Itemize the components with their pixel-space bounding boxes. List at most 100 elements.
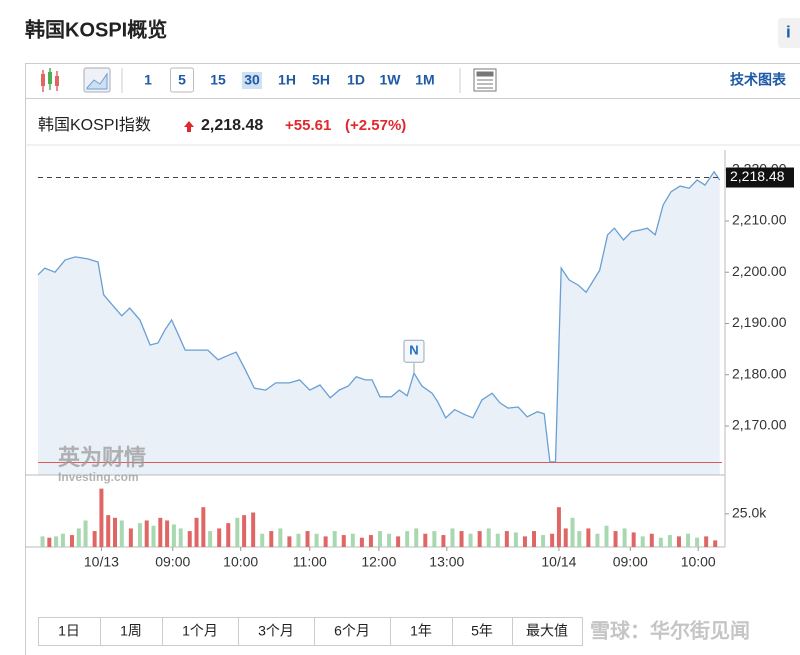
volume-bar [423, 533, 428, 547]
volume-bar [119, 520, 124, 547]
range-label[interactable]: 最大值 [526, 623, 568, 639]
interval-button[interactable]: 30 [244, 72, 260, 88]
volume-bar [704, 536, 709, 547]
interval-button[interactable]: 1D [347, 72, 365, 88]
volume-bar [47, 537, 52, 547]
candle-icon[interactable] [41, 68, 59, 92]
technical-chart-link[interactable]: 技术图表 [730, 72, 787, 88]
area-icon[interactable] [83, 67, 111, 93]
volume-bar [235, 517, 240, 547]
y-tick-label: 2,170.00 [732, 417, 787, 433]
x-tick-label: 10:00 [681, 554, 716, 570]
volume-bar [459, 531, 464, 547]
volume-bar [387, 533, 392, 547]
volume-bar [556, 507, 561, 547]
x-tick-label: 09:00 [613, 554, 648, 570]
volume-bar [622, 528, 627, 547]
volume-bar [194, 517, 199, 547]
plot: 2,170.00 2,180.00 2,190.00 2,200.00 2,210.00… [25, 150, 794, 570]
volume-bar [201, 507, 206, 547]
volume-bar [649, 533, 654, 547]
volume-bar [60, 533, 65, 547]
volume-bar [495, 533, 500, 547]
volume-bar [226, 523, 231, 547]
page-title: 韩国KOSPI概览 [25, 17, 167, 41]
table-icon[interactable] [473, 68, 497, 92]
up-arrow [184, 121, 194, 132]
volume-bar [178, 528, 183, 547]
volume-bar [171, 524, 176, 547]
volume-bar [92, 531, 97, 547]
annotation-box [403, 339, 425, 363]
volume-bar [667, 535, 672, 547]
volume-bar [378, 531, 382, 547]
volume-bar [359, 537, 364, 547]
volume-bar [586, 528, 591, 547]
range-label[interactable]: 1日 [58, 623, 80, 639]
info-label[interactable]: i [786, 22, 791, 41]
volume-bar [208, 531, 213, 547]
range-button[interactable] [512, 617, 583, 646]
volume-bar [113, 517, 118, 547]
y-tick-label: 2,210.00 [732, 212, 787, 228]
quote-price: 2,218.48 [201, 117, 263, 134]
x-tick-label: 13:00 [429, 554, 464, 570]
range-button[interactable] [162, 617, 239, 646]
volume-bar [695, 537, 700, 547]
volume-bar [640, 536, 645, 547]
interval-button[interactable]: 5 [178, 72, 186, 88]
range-label[interactable]: 1年 [410, 623, 432, 639]
x-tick-label: 12:00 [361, 554, 396, 570]
y-tick-label: 2,180.00 [732, 365, 787, 381]
range-label[interactable]: 5年 [471, 623, 493, 639]
y-tick-label: 2,190.00 [732, 314, 787, 330]
volume-bar [522, 536, 527, 547]
volume-bar [486, 528, 491, 547]
toolbar [25, 63, 800, 99]
volume-bar [99, 488, 104, 547]
volume-bar [468, 533, 473, 547]
quote-change-pct: (+2.57%) [345, 117, 406, 134]
volume-bar [314, 533, 319, 547]
interval-selected [170, 67, 194, 93]
volume-bar [128, 528, 133, 547]
volume-bar [40, 536, 45, 547]
range-label[interactable]: 1个月 [182, 623, 218, 639]
volume-bar [137, 523, 142, 547]
price-line [37, 170, 721, 463]
volume-bar [69, 535, 74, 547]
last-value-box [726, 167, 794, 188]
range-button[interactable] [100, 617, 163, 646]
interval-button[interactable]: 1M [415, 72, 434, 88]
volume-bar [260, 533, 265, 547]
interval-button[interactable]: 15 [210, 72, 226, 88]
range-button[interactable] [314, 617, 391, 646]
quote-change: +55.61 [285, 117, 331, 134]
range-label[interactable]: 3个月 [258, 623, 294, 639]
volume-bar [296, 533, 301, 547]
interval-button[interactable]: 1H [278, 72, 296, 88]
interval-button[interactable]: 5H [312, 72, 330, 88]
volume-bar [658, 537, 663, 547]
range-button[interactable] [38, 617, 101, 646]
volume-bar [54, 536, 59, 547]
volume-bar [613, 531, 618, 547]
range-label[interactable]: 1周 [120, 623, 142, 639]
volume-bar [604, 525, 609, 547]
volume-bar [441, 535, 446, 547]
volume-bar [269, 531, 274, 547]
volume-bar [217, 528, 222, 547]
interval-button[interactable]: 1 [144, 72, 152, 88]
volume-bar [251, 512, 256, 547]
range-label[interactable]: 6个月 [334, 623, 370, 639]
volume-bar [396, 536, 401, 547]
x-tick-label: 10/13 [84, 554, 119, 570]
quote-name: 韩国KOSPI指数 [38, 116, 151, 134]
info-button[interactable] [778, 18, 800, 48]
volume-bar [595, 533, 600, 547]
volume-bar [350, 533, 355, 547]
interval-button[interactable]: 1W [380, 72, 402, 88]
range-bar: 1日 1周 1个月 3个月 6个月 1年 5年 最大值 [38, 617, 583, 646]
range-button[interactable] [238, 617, 315, 646]
